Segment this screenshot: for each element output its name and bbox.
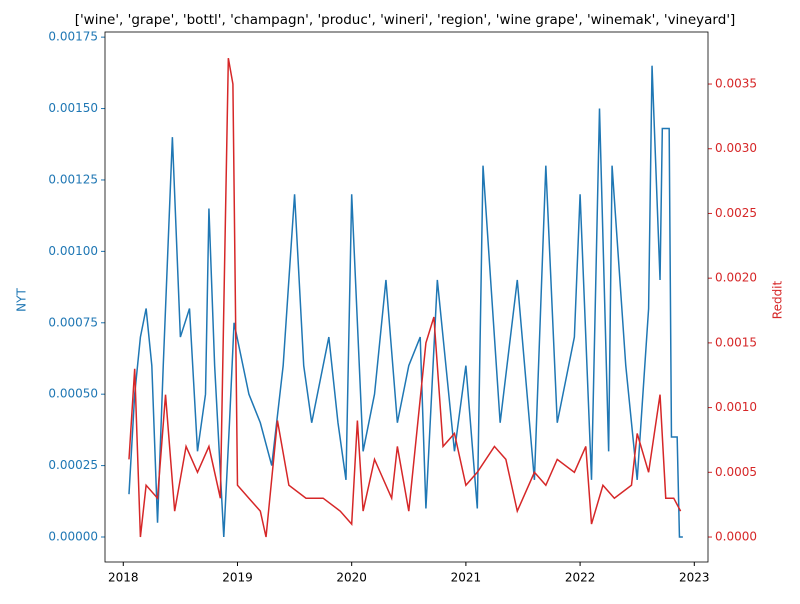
line-series [128, 65, 683, 538]
x-tick-label: 2019 [222, 571, 253, 585]
x-tick-label: 2018 [108, 571, 139, 585]
y-tick-label: 0.00100 [48, 244, 98, 258]
y2-tick-label: 0.0005 [715, 465, 757, 479]
y2-axis-label: Reddit [771, 280, 785, 319]
x-tick-label: 2021 [451, 571, 482, 585]
y-axis-label: NYT [15, 288, 29, 312]
y-tick-label: 0.00050 [48, 387, 98, 401]
y-tick-label: 0.00175 [48, 30, 98, 44]
y-tick-label: 0.00125 [48, 172, 98, 186]
chart-title: ['wine', 'grape', 'bottl', 'champagn', '… [75, 12, 736, 28]
y-tick-label: 0.00025 [48, 458, 98, 472]
x-tick-label: 2020 [336, 571, 367, 585]
plot-frame [104, 31, 709, 563]
y2-tick-label: 0.0000 [715, 530, 757, 544]
x-tick-label: 2022 [565, 571, 596, 585]
y-tick-label: 0.00150 [48, 101, 98, 115]
y-tick-label: 0.00000 [48, 530, 98, 544]
y2-tick-label: 0.0020 [715, 271, 757, 285]
line-series [128, 58, 682, 538]
y2-tick-label: 0.0010 [715, 400, 757, 414]
y-tick-label: 0.00075 [48, 315, 98, 329]
y2-tick-label: 0.0025 [715, 206, 757, 220]
x-tick-label: 2023 [679, 571, 710, 585]
y2-tick-label: 0.0035 [715, 77, 757, 91]
y2-tick-label: 0.0030 [715, 141, 757, 155]
y2-tick-label: 0.0015 [715, 335, 757, 349]
